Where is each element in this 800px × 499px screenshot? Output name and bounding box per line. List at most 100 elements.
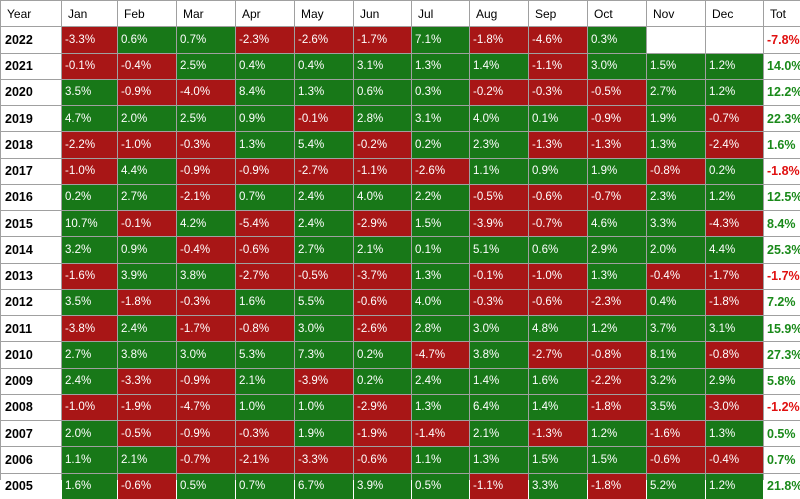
month-return-cell[interactable]: 1.3% [470, 447, 528, 473]
month-return-cell[interactable]: -1.6% [62, 263, 117, 289]
month-return-cell[interactable]: 0.4% [295, 53, 353, 79]
month-return-cell[interactable]: 1.5% [529, 447, 587, 473]
month-return-cell[interactable]: 2.4% [118, 316, 176, 342]
month-return-cell[interactable]: 1.2% [706, 473, 763, 499]
month-return-cell[interactable]: -0.3% [470, 289, 528, 315]
month-return-cell[interactable]: 3.2% [62, 237, 117, 263]
month-return-cell[interactable]: -2.3% [588, 289, 646, 315]
month-return-cell[interactable]: -1.4% [412, 421, 469, 447]
month-return-cell[interactable]: 1.3% [647, 132, 705, 158]
column-header-jan[interactable]: Jan [62, 1, 117, 27]
year-total-cell[interactable]: 8.4% [764, 211, 800, 237]
column-header-oct[interactable]: Oct [588, 1, 646, 27]
month-return-cell[interactable]: 1.3% [412, 53, 469, 79]
column-header-aug[interactable]: Aug [470, 1, 528, 27]
month-return-cell[interactable]: 1.9% [588, 158, 646, 184]
column-header-mar[interactable]: Mar [177, 1, 235, 27]
month-return-cell[interactable]: 3.0% [470, 316, 528, 342]
month-return-cell[interactable]: 3.0% [177, 342, 235, 368]
month-return-cell[interactable]: -1.7% [354, 27, 411, 53]
month-return-cell[interactable]: 1.2% [588, 421, 646, 447]
month-return-cell[interactable]: -2.7% [236, 263, 294, 289]
month-return-cell[interactable]: -0.6% [354, 289, 411, 315]
month-return-cell[interactable]: 1.6% [236, 289, 294, 315]
month-return-cell[interactable]: -0.5% [118, 421, 176, 447]
month-return-cell[interactable]: 4.2% [177, 211, 235, 237]
month-return-cell[interactable]: -0.9% [588, 106, 646, 132]
month-return-cell[interactable]: -2.9% [354, 211, 411, 237]
month-return-cell[interactable]: 2.1% [118, 447, 176, 473]
month-return-cell[interactable]: -1.3% [529, 421, 587, 447]
month-return-cell[interactable]: -0.7% [177, 447, 235, 473]
month-return-cell[interactable]: -1.7% [706, 263, 763, 289]
month-return-cell[interactable]: 1.2% [706, 53, 763, 79]
month-return-cell[interactable]: 3.7% [647, 316, 705, 342]
month-return-cell[interactable] [647, 27, 705, 53]
month-return-cell[interactable]: 2.4% [295, 184, 353, 210]
month-return-cell[interactable]: -0.9% [236, 158, 294, 184]
month-return-cell[interactable]: 0.7% [177, 27, 235, 53]
month-return-cell[interactable]: 2.5% [177, 53, 235, 79]
month-return-cell[interactable]: -1.7% [177, 316, 235, 342]
month-return-cell[interactable]: -4.7% [177, 394, 235, 420]
year-total-cell[interactable]: 27.3% [764, 342, 800, 368]
month-return-cell[interactable]: 0.7% [236, 473, 294, 499]
month-return-cell[interactable]: 1.3% [412, 394, 469, 420]
month-return-cell[interactable]: -0.9% [177, 158, 235, 184]
month-return-cell[interactable]: -0.9% [177, 421, 235, 447]
month-return-cell[interactable]: 0.9% [236, 106, 294, 132]
month-return-cell[interactable]: -2.2% [62, 132, 117, 158]
month-return-cell[interactable]: -0.4% [177, 237, 235, 263]
month-return-cell[interactable]: 1.3% [412, 263, 469, 289]
month-return-cell[interactable]: -0.1% [62, 53, 117, 79]
month-return-cell[interactable]: 2.9% [588, 237, 646, 263]
month-return-cell[interactable]: 3.5% [62, 289, 117, 315]
month-return-cell[interactable]: 1.4% [529, 394, 587, 420]
month-return-cell[interactable]: -1.9% [354, 421, 411, 447]
month-return-cell[interactable]: 3.8% [177, 263, 235, 289]
month-return-cell[interactable]: 2.0% [62, 421, 117, 447]
month-return-cell[interactable]: 0.2% [354, 368, 411, 394]
month-return-cell[interactable]: 5.4% [295, 132, 353, 158]
month-return-cell[interactable]: 4.7% [62, 106, 117, 132]
month-return-cell[interactable]: -0.9% [177, 368, 235, 394]
month-return-cell[interactable]: -1.6% [647, 421, 705, 447]
month-return-cell[interactable]: 1.1% [412, 447, 469, 473]
year-total-cell[interactable]: 15.9% [764, 316, 800, 342]
month-return-cell[interactable]: -2.6% [412, 158, 469, 184]
month-return-cell[interactable]: -0.9% [118, 79, 176, 105]
month-return-cell[interactable]: -1.8% [118, 289, 176, 315]
month-return-cell[interactable]: -2.6% [354, 316, 411, 342]
month-return-cell[interactable]: 1.2% [706, 79, 763, 105]
month-return-cell[interactable]: 0.9% [118, 237, 176, 263]
month-return-cell[interactable]: 0.3% [412, 79, 469, 105]
year-total-cell[interactable]: 0.5% [764, 421, 800, 447]
month-return-cell[interactable]: -2.7% [295, 158, 353, 184]
month-return-cell[interactable]: -3.8% [62, 316, 117, 342]
month-return-cell[interactable]: 0.9% [529, 158, 587, 184]
year-total-cell[interactable]: 25.3% [764, 237, 800, 263]
month-return-cell[interactable]: 4.4% [706, 237, 763, 263]
month-return-cell[interactable]: 1.1% [62, 447, 117, 473]
month-return-cell[interactable]: 3.1% [412, 106, 469, 132]
column-header-jul[interactable]: Jul [412, 1, 469, 27]
month-return-cell[interactable]: -0.6% [354, 447, 411, 473]
year-total-cell[interactable]: -1.7% [764, 263, 800, 289]
month-return-cell[interactable]: 8.4% [236, 79, 294, 105]
month-return-cell[interactable]: -0.4% [118, 53, 176, 79]
month-return-cell[interactable]: -3.9% [295, 368, 353, 394]
month-return-cell[interactable]: 6.4% [470, 394, 528, 420]
month-return-cell[interactable]: 0.2% [706, 158, 763, 184]
month-return-cell[interactable]: 2.1% [470, 421, 528, 447]
month-return-cell[interactable]: 2.1% [354, 237, 411, 263]
month-return-cell[interactable]: -2.7% [529, 342, 587, 368]
month-return-cell[interactable]: 3.9% [118, 263, 176, 289]
month-return-cell[interactable]: -1.8% [588, 394, 646, 420]
column-header-jun[interactable]: Jun [354, 1, 411, 27]
month-return-cell[interactable]: 1.2% [706, 184, 763, 210]
month-return-cell[interactable]: 1.2% [588, 316, 646, 342]
month-return-cell[interactable]: 3.9% [354, 473, 411, 499]
month-return-cell[interactable]: 4.8% [529, 316, 587, 342]
month-return-cell[interactable]: 3.3% [647, 211, 705, 237]
month-return-cell[interactable]: 4.4% [118, 158, 176, 184]
